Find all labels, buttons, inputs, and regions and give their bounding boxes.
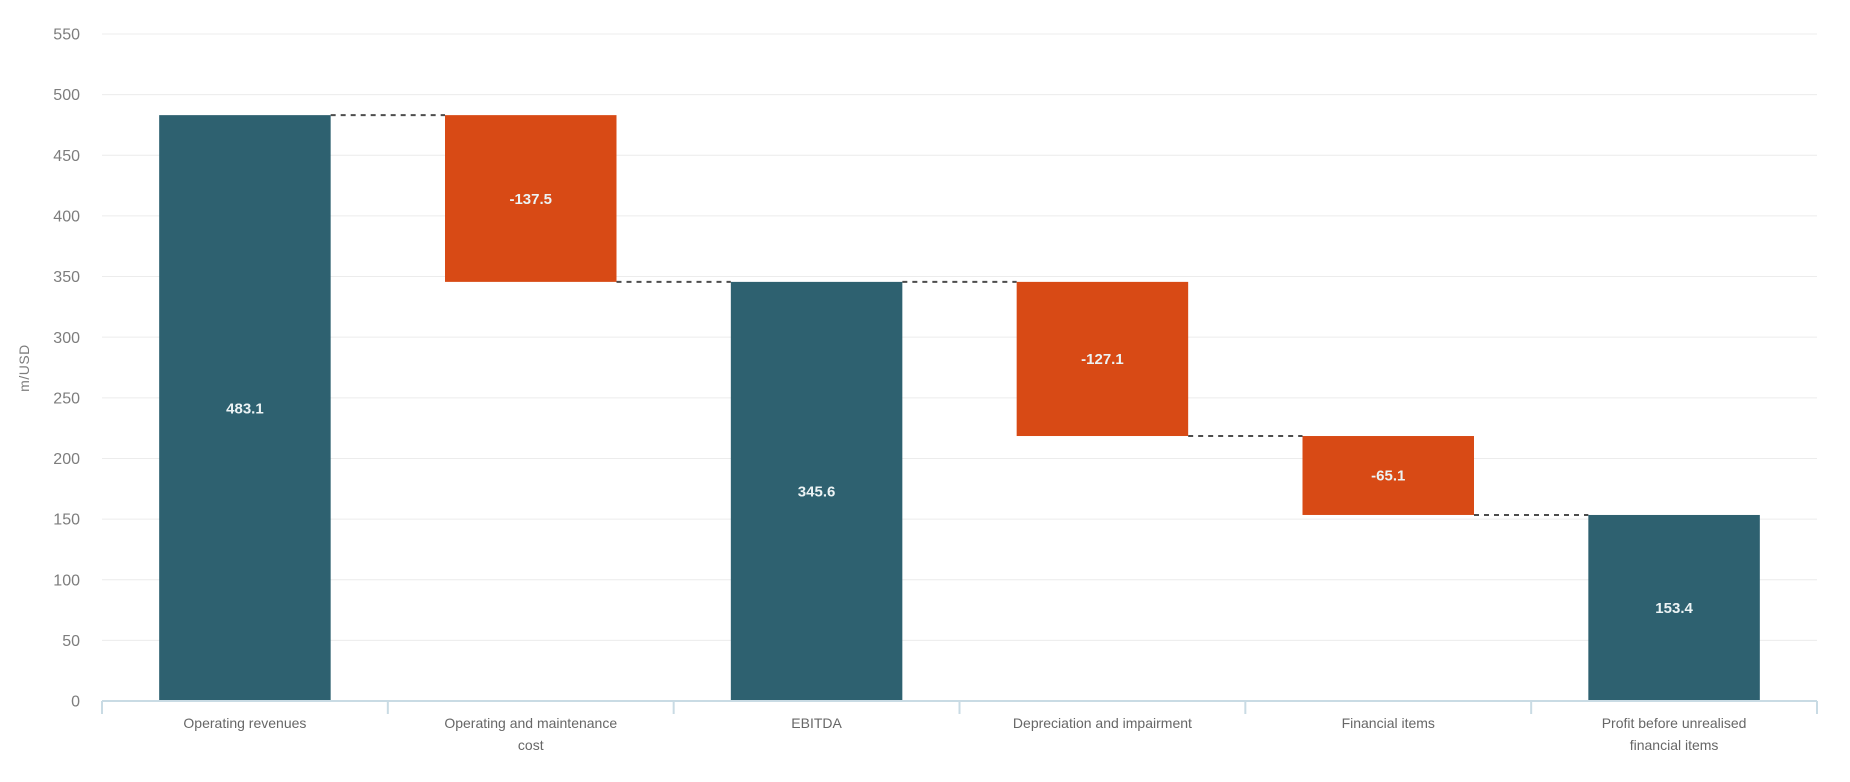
y-tick-label: 0: [71, 694, 80, 711]
x-category-label-operating-and-maintenance-cost: Operating and maintenance cost: [444, 715, 617, 753]
y-tick-label: 550: [53, 27, 80, 44]
bar-financial-items: [1302, 436, 1474, 515]
bar-value-label: -65.1: [1371, 468, 1405, 485]
bar-ebitda: [730, 281, 903, 701]
bar-profit-before-unrealised-financial-items: [1588, 514, 1760, 701]
y-tick-label: 50: [62, 633, 80, 650]
bar-value-label: 483.1: [226, 400, 264, 417]
x-category-label-operating-revenues: Operating revenues: [183, 715, 306, 731]
y-axis-title: m/USD: [16, 344, 32, 392]
y-tick-label: 450: [53, 148, 80, 165]
y-tick-label: 400: [53, 209, 80, 226]
y-tick-label: 300: [53, 330, 80, 347]
x-category-label-ebitda: EBITDA: [791, 715, 842, 731]
bar-depreciation-and-impairment: [1016, 281, 1189, 437]
bar-value-label: 345.6: [798, 484, 836, 501]
x-category-label-depreciation-and-impairment: Depreciation and impairment: [1013, 715, 1192, 731]
bar-value-label: 153.4: [1655, 600, 1693, 617]
bar-operating-and-maintenance-cost: [445, 115, 617, 282]
bar-value-label: -127.1: [1081, 351, 1124, 368]
y-tick-label: 350: [53, 269, 80, 286]
x-category-label-profit-before-unrealised-financial-items: Profit before unrealised financial items: [1602, 715, 1747, 753]
y-tick-label: 500: [53, 87, 80, 104]
y-tick-label: 150: [53, 512, 80, 529]
x-category-label-financial-items: Financial items: [1342, 715, 1435, 731]
bar-operating-revenues: [159, 115, 331, 701]
y-tick-label: 250: [53, 390, 80, 407]
y-tick-label: 200: [53, 451, 80, 468]
y-tick-label: 100: [53, 572, 80, 589]
bar-value-label: -137.5: [509, 191, 552, 208]
